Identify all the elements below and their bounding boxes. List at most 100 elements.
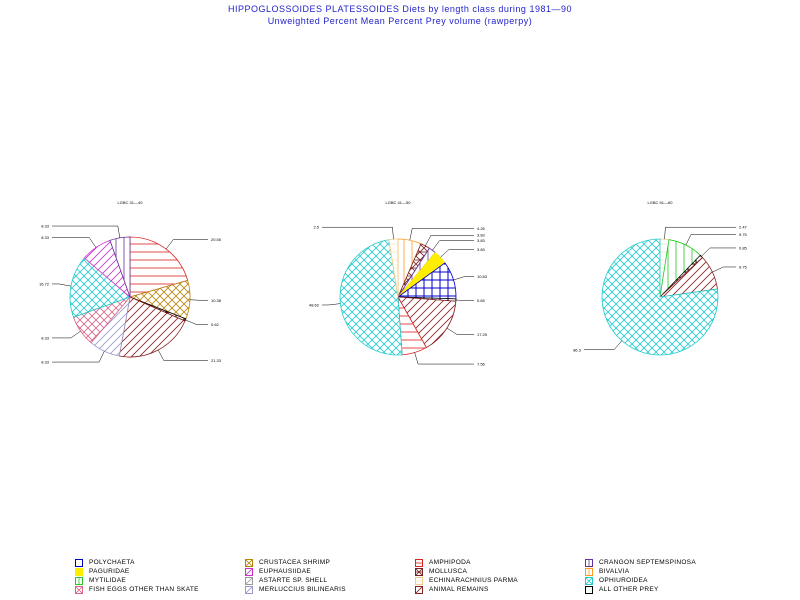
slice-label: 48.62 bbox=[309, 302, 320, 307]
pie-title: LGBC 41—50 bbox=[386, 200, 412, 205]
legend-swatch bbox=[585, 576, 593, 585]
legend-item: PAGURIDAE bbox=[75, 567, 130, 576]
legend-swatch bbox=[75, 558, 83, 567]
pie-slice bbox=[118, 296, 186, 358]
legend-swatch bbox=[75, 576, 83, 585]
slice-label: 2.5 bbox=[313, 225, 319, 230]
legend-label: EUPHAUSIIDAE bbox=[259, 568, 312, 575]
legend-label: OPHIUROIDEA bbox=[599, 577, 648, 584]
legend-swatch bbox=[415, 576, 423, 585]
legend-label: PAGURIDAE bbox=[89, 568, 130, 575]
slice-label: 8.33 bbox=[41, 235, 50, 240]
leader-line bbox=[455, 299, 474, 301]
leader-line bbox=[52, 330, 81, 339]
legend-item: CRANGON SEPTEMSPINOSA bbox=[585, 558, 696, 567]
legend-swatch bbox=[585, 567, 593, 576]
legend-label: MYTILIDAE bbox=[89, 577, 127, 584]
slice-label: 0.85 bbox=[739, 245, 748, 250]
legend-item: OPHIUROIDEA bbox=[585, 576, 648, 585]
legend-label: MOLLUSCA bbox=[429, 568, 468, 575]
slice-label: 3.83 bbox=[477, 238, 486, 243]
leader-line bbox=[432, 240, 474, 251]
legend-swatch bbox=[245, 585, 253, 594]
leader-line bbox=[712, 266, 736, 273]
legend-item: ECHINARACHNIUS PARMA bbox=[415, 576, 518, 585]
leader-line bbox=[414, 352, 474, 365]
chart-subtitle: Unweighted Percent Mean Percent Prey vol… bbox=[267, 16, 533, 26]
slice-label: 0.62 bbox=[211, 322, 220, 327]
legend-swatch bbox=[75, 585, 83, 594]
legend-item: FISH EGGS OTHER THAN SKATE bbox=[75, 585, 199, 594]
leader-line bbox=[409, 228, 474, 241]
chart-title: HIPPOGLOSSOIDES PLATESSOIDES Diets by le… bbox=[228, 4, 572, 14]
leader-line bbox=[440, 249, 474, 258]
legend-item: MERLUCCIUS BILINEARIS bbox=[245, 585, 346, 594]
leader-line bbox=[52, 237, 97, 248]
leader-line bbox=[322, 226, 394, 240]
legend-item: MOLLUSCA bbox=[415, 567, 467, 576]
leader-line bbox=[185, 319, 208, 325]
leader-line bbox=[685, 234, 736, 246]
slice-label: 8.33 bbox=[41, 335, 50, 340]
pie-slice bbox=[129, 236, 189, 298]
pie-chart-1: LGBC 31—40 20.55 10.38 0.62 21.33 8.33 8.33 16.… bbox=[39, 200, 222, 365]
legend-item: ASTARTE SP. SHELL bbox=[245, 576, 327, 585]
pie-slice bbox=[388, 238, 399, 298]
slice-label: 10.83 bbox=[477, 274, 488, 279]
slice-label: 4.26 bbox=[477, 226, 486, 231]
leader-line bbox=[453, 276, 474, 281]
leader-line bbox=[322, 303, 341, 306]
legend-item: BIVALVIA bbox=[585, 567, 629, 576]
legend-label: FISH EGGS OTHER THAN SKATE bbox=[89, 586, 199, 593]
pie-title: LGBC 51—60 bbox=[648, 200, 674, 205]
slice-label: 0.65 bbox=[477, 298, 486, 303]
legend-swatch bbox=[245, 567, 253, 576]
legend-swatch bbox=[245, 558, 253, 567]
slice-label: 8.33 bbox=[41, 360, 50, 365]
legend-item: EUPHAUSIIDAE bbox=[245, 567, 311, 576]
leader-line bbox=[165, 239, 208, 250]
legend-item: ANIMAL REMAINS bbox=[415, 585, 489, 594]
legend-swatch bbox=[415, 567, 423, 576]
legend-item: AMPHIPODA bbox=[415, 558, 471, 567]
legend-item: MYTILIDAE bbox=[75, 576, 126, 585]
slice-label: 3.83 bbox=[477, 247, 486, 252]
legend-swatch bbox=[415, 585, 423, 594]
legend-item: CRUSTACEA SHRIMP bbox=[245, 558, 330, 567]
leader-line bbox=[52, 283, 72, 287]
leader-line bbox=[446, 327, 474, 335]
legend-label: ALL OTHER PREY bbox=[599, 586, 659, 593]
leader-line bbox=[52, 225, 121, 238]
legend-label: CRANGON SEPTEMSPINOSA bbox=[599, 559, 696, 566]
leader-line bbox=[189, 299, 208, 301]
slice-label: 9.75 bbox=[739, 264, 748, 269]
pie-slice bbox=[339, 239, 403, 356]
legend-swatch bbox=[75, 567, 83, 576]
legend-label: BIVALVIA bbox=[599, 568, 630, 575]
slice-label: 20.55 bbox=[211, 237, 222, 242]
legend-label: ASTARTE SP. SHELL bbox=[259, 577, 328, 584]
legend-label: ANIMAL REMAINS bbox=[429, 586, 489, 593]
leader-line bbox=[157, 349, 208, 361]
slice-label: 7.56 bbox=[477, 362, 486, 367]
pie-chart-3: LGBC 51—60 2.47 9.75 0.85 9.75 86.3 bbox=[573, 200, 748, 356]
leader-line bbox=[664, 226, 736, 240]
legend-label: MERLUCCIUS BILINEARIS bbox=[259, 586, 346, 593]
leader-line bbox=[425, 234, 474, 246]
legend-label: AMPHIPODA bbox=[429, 559, 471, 566]
legend-label: CRUSTACEA SHRIMP bbox=[259, 559, 331, 566]
legend-item: ALL OTHER PREY bbox=[585, 585, 659, 594]
slice-label: 21.33 bbox=[211, 358, 222, 363]
legend-swatch bbox=[245, 576, 253, 585]
legend-swatch bbox=[415, 558, 423, 567]
slice-label: 16.72 bbox=[39, 281, 50, 286]
slice-label: 17.25 bbox=[477, 332, 488, 337]
slice-label: 10.38 bbox=[211, 298, 222, 303]
legend-swatch bbox=[585, 585, 593, 594]
leader-line bbox=[584, 340, 623, 351]
slice-label: 86.3 bbox=[573, 347, 582, 352]
legend-label: POLYCHAETA bbox=[89, 559, 135, 566]
slice-label: 3.83 bbox=[477, 233, 486, 238]
legend-item: POLYCHAETA bbox=[75, 558, 135, 567]
